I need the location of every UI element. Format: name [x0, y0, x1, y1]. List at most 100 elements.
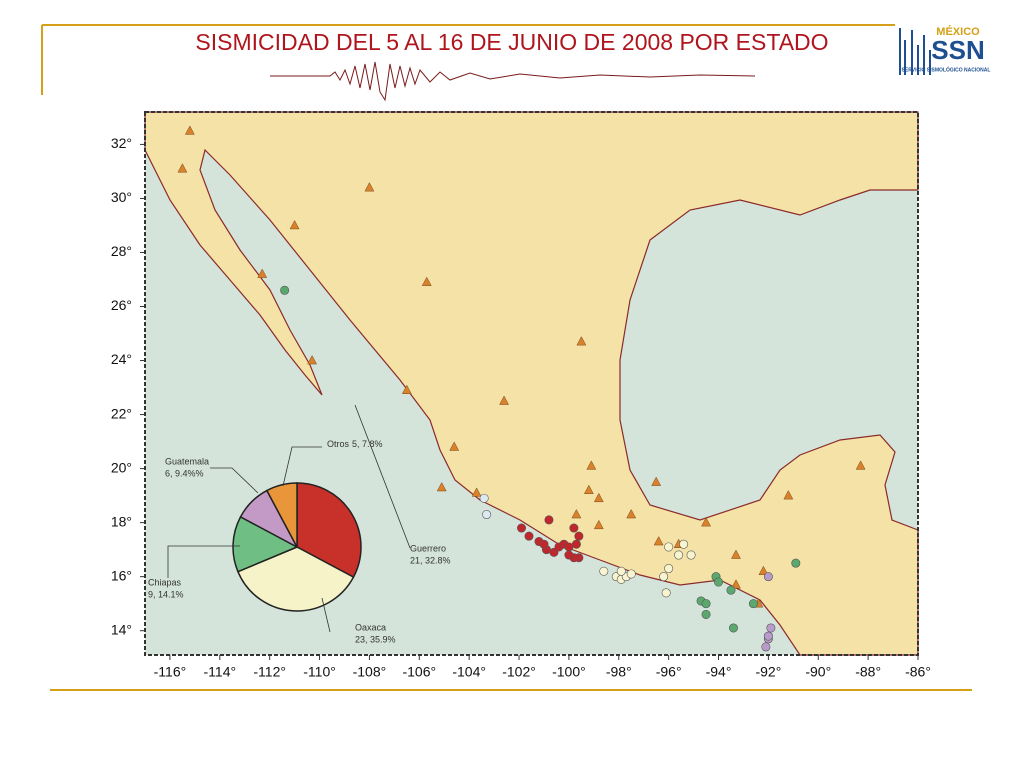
event [664, 542, 674, 552]
x-tick-label: -108° [353, 664, 387, 680]
event [479, 493, 489, 503]
event [280, 285, 290, 295]
y-tick-label: 16° [111, 567, 132, 583]
station [499, 395, 509, 405]
map-frame [144, 111, 919, 656]
leader-line [321, 597, 331, 633]
x-tick-label: -86° [905, 664, 931, 680]
pie-value-label: 9, 14.1% [148, 589, 184, 599]
seismogram [270, 61, 756, 102]
logo-mark [899, 28, 931, 75]
x-tick-label: -112° [253, 664, 286, 680]
event [766, 623, 776, 633]
station [449, 441, 460, 451]
station [421, 276, 432, 286]
event [659, 572, 669, 582]
y-tick-label: 26° [111, 297, 132, 313]
pie-value-label: 21, 32.8% [410, 555, 451, 565]
station [783, 490, 794, 500]
station [593, 519, 604, 530]
station [586, 460, 597, 470]
station [731, 579, 741, 589]
station [626, 508, 637, 519]
x-tick-label: -90° [805, 664, 831, 680]
station [758, 565, 769, 576]
event [763, 631, 773, 641]
event [564, 542, 574, 552]
station [184, 125, 195, 135]
x-tick-label: -100° [552, 664, 586, 680]
event [701, 609, 711, 619]
event [763, 572, 773, 582]
pie-slice [296, 482, 362, 579]
station [593, 492, 604, 503]
y-tick-label: 24° [111, 351, 132, 367]
pie-label: Chiapas [148, 577, 182, 587]
leader-line [282, 446, 322, 487]
leader-line [354, 404, 411, 549]
x-tick-label: -102° [502, 664, 536, 680]
y-tick-label: 22° [111, 405, 132, 421]
event [686, 550, 696, 560]
event [599, 566, 609, 576]
event [714, 577, 724, 587]
y-tick-label: 28° [111, 243, 132, 259]
event [664, 564, 674, 574]
x-tick-label: -92° [755, 664, 781, 680]
event [539, 539, 549, 549]
x-tick-label: -96° [656, 664, 682, 680]
y-tick-label: 32° [111, 135, 132, 151]
event [574, 531, 584, 541]
station [653, 536, 664, 546]
station [177, 163, 188, 173]
pie-label: Oaxaca [355, 622, 386, 632]
station [471, 487, 482, 497]
station [364, 182, 375, 192]
station [307, 355, 317, 365]
event [544, 515, 554, 525]
event [616, 566, 626, 576]
station [855, 460, 866, 470]
event [482, 510, 492, 520]
y-tick-label: 30° [111, 189, 132, 205]
station [583, 484, 594, 494]
station [701, 517, 711, 527]
pie-label: Guerrero [410, 543, 446, 553]
x-tick-label: -114° [204, 664, 237, 680]
x-tick-label: -110° [303, 664, 336, 680]
pie-label: Guatemala [165, 456, 209, 466]
pie-slice [236, 546, 355, 612]
pie-value-label: 5, 7.8% [352, 439, 383, 449]
x-tick-label: -116° [154, 664, 187, 680]
event [679, 539, 689, 549]
event [571, 539, 581, 549]
station [289, 219, 300, 230]
logo-top: MÉXICO [936, 25, 980, 38]
station [576, 336, 587, 346]
event [661, 588, 671, 598]
event [524, 531, 534, 541]
y-tick-label: 18° [111, 513, 132, 529]
station [401, 384, 412, 395]
station [436, 481, 447, 492]
x-tick-label: -104° [452, 664, 486, 680]
pie-value-label: 6, 9.4%% [165, 468, 204, 478]
title: SISMICIDAD DEL 5 AL 16 DE JUNIO DE 2008 … [195, 29, 828, 55]
event [569, 523, 579, 533]
map [144, 111, 919, 656]
pie-value-label: 23, 35.9% [355, 634, 396, 644]
station [571, 508, 582, 519]
y-tick-label: 20° [111, 459, 132, 475]
event [791, 558, 801, 568]
event [564, 550, 574, 560]
event [761, 642, 771, 652]
land [144, 111, 919, 656]
x-tick-label: -88° [855, 664, 881, 680]
event [748, 599, 758, 609]
logo-sub: SERVICIO SISMOLÓGICO NACIONAL [902, 65, 991, 73]
pie-slice [232, 515, 299, 573]
station [651, 476, 662, 486]
x-tick-label: -98° [606, 664, 632, 680]
